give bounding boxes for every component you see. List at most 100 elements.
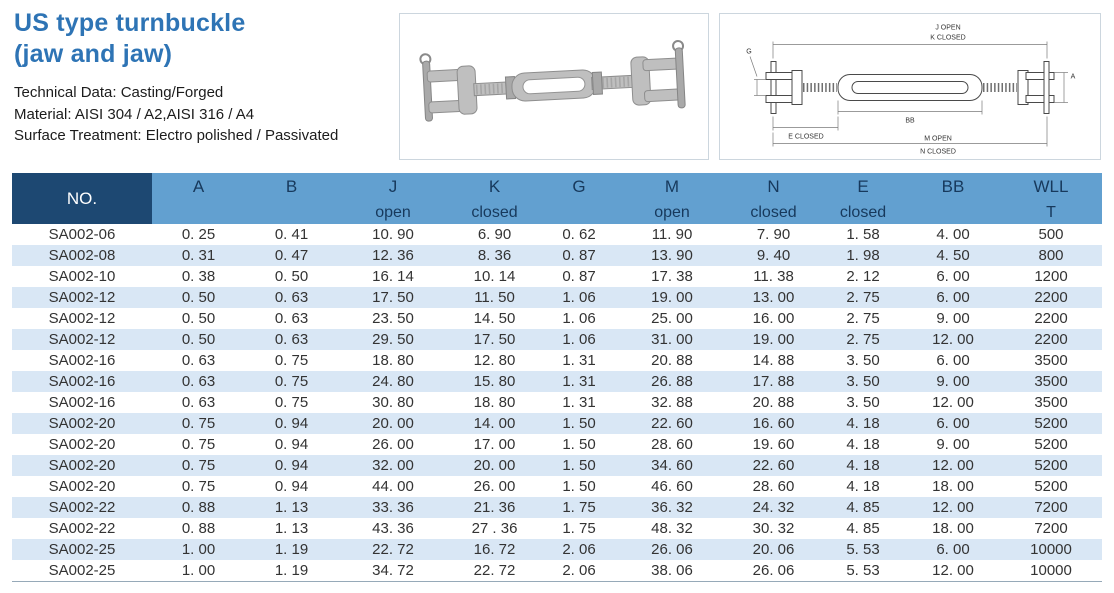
cell-e: 4. 18 <box>846 415 880 432</box>
cell-n: 20. 06 <box>752 541 795 558</box>
cell-a: 0. 25 <box>181 226 216 243</box>
cell-b: 0. 75 <box>274 394 309 411</box>
cell-m: 46. 60 <box>651 478 693 495</box>
cell-g: 1. 50 <box>562 436 596 453</box>
cell-m: 26. 88 <box>651 373 693 390</box>
cell-b: 1. 19 <box>274 561 309 579</box>
col-header-no: NO. <box>12 173 152 224</box>
drawing-left-boss <box>791 70 803 105</box>
cell-wll: 10000 <box>1030 561 1072 579</box>
cell-b: 0. 94 <box>274 478 309 495</box>
cell-b: 1. 13 <box>274 499 309 516</box>
cell-m: 38. 06 <box>651 561 693 579</box>
cell-k: 15. 80 <box>473 373 516 390</box>
table-row: SA002-22 0. 88 1. 13 33. 36 21. 36 1. 75… <box>12 497 1102 518</box>
cell-m: 36. 32 <box>651 499 693 516</box>
cell-n: 28. 60 <box>752 478 795 495</box>
cell-e: 3. 50 <box>846 373 880 390</box>
cell-no: SA002-06 <box>48 226 116 243</box>
cell-b: 0. 41 <box>274 226 309 243</box>
cell-g: 1. 75 <box>562 520 596 537</box>
cell-e: 2. 75 <box>846 289 880 306</box>
cell-b: 0. 75 <box>274 373 309 390</box>
table-row: SA002-16 0. 63 0. 75 18. 80 12. 80 1. 31… <box>12 350 1102 371</box>
cell-g: 1. 50 <box>562 457 596 474</box>
cell-b: 1. 13 <box>274 520 309 537</box>
cell-n: 7. 90 <box>756 226 791 243</box>
turnbuckle-photo <box>419 39 686 122</box>
cell-no: SA002-20 <box>48 415 116 432</box>
dim-label-e-closed: E CLOSED <box>788 134 823 141</box>
spec-table-section: NO. A B J K G M N E BB WLL open closed <box>12 173 1102 582</box>
cell-n: 22. 60 <box>752 457 795 474</box>
cell-m: 34. 60 <box>651 457 693 474</box>
cell-no: SA002-12 <box>48 331 116 348</box>
cell-a: 0. 75 <box>181 436 216 453</box>
cell-no: SA002-20 <box>48 478 116 495</box>
cell-bb: 6. 00 <box>936 352 970 369</box>
dim-label-a: A <box>1071 74 1076 81</box>
cell-bb: 4. 50 <box>936 247 970 264</box>
cell-wll: 5200 <box>1034 478 1068 495</box>
cell-g: 1. 31 <box>562 352 596 369</box>
cell-k: 16. 72 <box>473 541 516 558</box>
sub-header-j-open: open <box>338 201 448 224</box>
col-header-m: M <box>617 173 727 201</box>
cell-m: 13. 90 <box>651 247 693 264</box>
page-title-line1: US type turnbuckle <box>14 9 246 37</box>
cell-no: SA002-10 <box>48 268 116 285</box>
cell-j: 26. 00 <box>372 436 414 453</box>
cell-wll: 1200 <box>1034 268 1068 285</box>
cell-k: 12. 80 <box>473 352 516 369</box>
cell-k: 11. 50 <box>474 289 515 306</box>
cell-k: 18. 80 <box>473 394 516 411</box>
cell-e: 1. 58 <box>846 226 880 243</box>
cell-no: SA002-20 <box>48 436 116 453</box>
cell-wll: 7200 <box>1034 499 1068 516</box>
dim-label-bb: BB <box>905 118 915 125</box>
cell-n: 16. 60 <box>752 415 795 432</box>
cell-e: 4. 18 <box>846 478 880 495</box>
table-row: SA002-12 0. 50 0. 63 23. 50 14. 50 1. 06… <box>12 308 1102 329</box>
cell-a: 0. 63 <box>181 352 216 369</box>
cell-wll: 3500 <box>1034 352 1068 369</box>
table-row: SA002-10 0. 38 0. 50 16. 14 10. 14 0. 87… <box>12 266 1102 287</box>
page-title: US type turnbuckle (jaw and jaw) <box>14 8 394 70</box>
cell-k: 17. 00 <box>473 436 516 453</box>
cell-e: 2. 75 <box>846 310 880 327</box>
cell-no: SA002-16 <box>48 394 116 411</box>
cell-e: 1. 98 <box>846 247 880 264</box>
cell-bb: 12. 00 <box>932 499 974 516</box>
cell-bb: 6. 00 <box>936 415 970 432</box>
cell-n: 19. 00 <box>752 331 795 348</box>
col-header-g: G <box>541 173 617 201</box>
cell-bb: 6. 00 <box>936 268 970 285</box>
tech-line-material: Material: AISI 304 / A2,AISI 316 / A4 <box>14 105 255 123</box>
cell-wll: 3500 <box>1034 373 1068 390</box>
cell-n: 16. 00 <box>752 310 795 327</box>
table-row: SA002-20 0. 75 0. 94 44. 00 26. 00 1. 50… <box>12 476 1102 497</box>
table-row: SA002-06 0. 25 0. 41 10. 90 6. 90 0. 62 … <box>12 224 1102 245</box>
drawing-right-pin <box>1043 61 1050 114</box>
cell-k: 27 . 36 <box>471 520 518 537</box>
cell-j: 16. 14 <box>372 268 414 285</box>
cell-bb: 6. 00 <box>936 541 970 558</box>
cell-g: 1. 31 <box>562 373 596 390</box>
cell-bb: 18. 00 <box>932 478 974 495</box>
drawing-left-top-prong <box>765 72 795 80</box>
col-header-j: J <box>338 173 448 201</box>
table-row: SA002-16 0. 63 0. 75 30. 80 18. 80 1. 31… <box>12 392 1102 413</box>
cell-j: 29. 50 <box>372 331 414 348</box>
cell-b: 0. 63 <box>274 289 309 306</box>
cell-e: 4. 18 <box>846 457 880 474</box>
table-row: SA002-20 0. 75 0. 94 20. 00 14. 00 1. 50… <box>12 413 1102 434</box>
cell-n: 19. 60 <box>752 436 795 453</box>
table-row: SA002-22 0. 88 1. 13 43. 36 27 . 36 1. 7… <box>12 518 1102 539</box>
table-header: NO. A B J K G M N E BB WLL open closed <box>12 173 1102 224</box>
right-lock-nut <box>591 71 603 95</box>
dim-label-k-closed: K CLOSED <box>930 35 965 42</box>
table-row: SA002-20 0. 75 0. 94 26. 00 17. 00 1. 50… <box>12 434 1102 455</box>
cell-g: 0. 87 <box>562 268 596 285</box>
sub-header-a <box>152 201 245 224</box>
cell-no: SA002-12 <box>48 289 116 306</box>
